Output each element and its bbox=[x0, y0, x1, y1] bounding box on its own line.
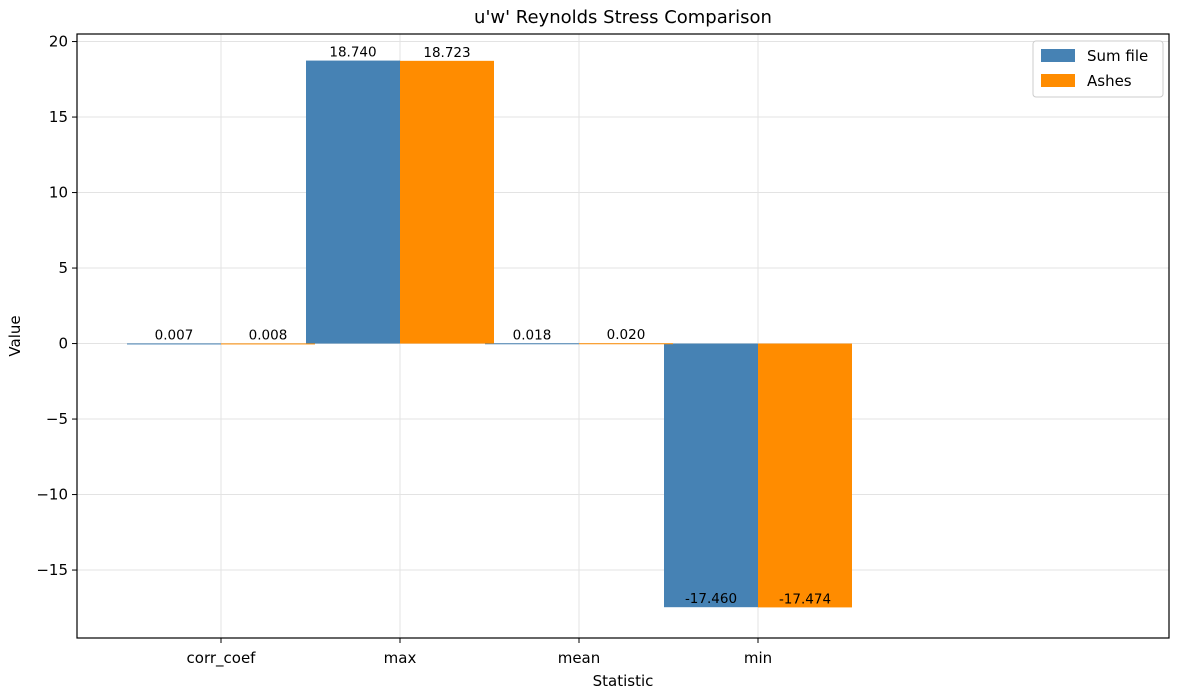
y-tick-label: 10 bbox=[49, 184, 68, 202]
y-tick-label: 5 bbox=[58, 259, 68, 277]
data-label-ashes: 0.020 bbox=[607, 327, 646, 343]
chart-title: u'w' Reynolds Stress Comparison bbox=[474, 7, 772, 28]
data-labels: 0.007 18.740 0.018 -17.460 0.008 18.723 0.020 -… bbox=[155, 45, 831, 608]
bar-ashes bbox=[400, 60, 494, 344]
bar-sum-file bbox=[664, 343, 758, 608]
plot-frame bbox=[76, 33, 1170, 639]
x-tick-label: corr_coef bbox=[187, 649, 257, 668]
bar-ashes bbox=[579, 343, 673, 345]
bar-sum-file bbox=[306, 60, 400, 344]
y-axis-label: Value bbox=[6, 315, 24, 356]
y-tick-label: −15 bbox=[36, 561, 68, 579]
bars bbox=[127, 60, 852, 608]
x-tick-label: mean bbox=[558, 649, 601, 667]
legend: Sum file Ashes bbox=[1032, 40, 1164, 98]
y-tick-label: 20 bbox=[49, 33, 68, 51]
bar-ashes bbox=[758, 343, 852, 608]
data-label-sum-file: 0.018 bbox=[513, 327, 552, 343]
x-tick-label: max bbox=[384, 649, 417, 667]
legend-label-ashes: Ashes bbox=[1087, 72, 1132, 90]
legend-swatch-sum-file bbox=[1041, 49, 1075, 62]
y-tick-label: 0 bbox=[58, 335, 68, 353]
axis-ticks: −15 −10 −5 0 5 10 15 20 corr_coef max mean min bbox=[36, 33, 772, 668]
data-label-ashes: 0.008 bbox=[249, 327, 288, 343]
y-tick-label: 15 bbox=[49, 108, 68, 126]
data-label-sum-file: 0.007 bbox=[155, 327, 194, 343]
data-label-ashes: -17.474 bbox=[779, 591, 831, 607]
legend-label-sum-file: Sum file bbox=[1087, 47, 1148, 65]
data-label-ashes: 18.723 bbox=[423, 45, 470, 61]
y-tick-label: −5 bbox=[46, 410, 68, 428]
bar-sum-file bbox=[127, 343, 221, 345]
x-tick-label: min bbox=[744, 649, 772, 667]
x-axis-label: Statistic bbox=[593, 672, 654, 690]
legend-swatch-ashes bbox=[1041, 74, 1075, 87]
data-label-sum-file: -17.460 bbox=[685, 591, 737, 607]
bar-ashes bbox=[221, 343, 315, 345]
bar-sum-file bbox=[485, 343, 579, 345]
data-label-sum-file: 18.740 bbox=[329, 45, 376, 61]
y-tick-label: −10 bbox=[36, 486, 68, 504]
